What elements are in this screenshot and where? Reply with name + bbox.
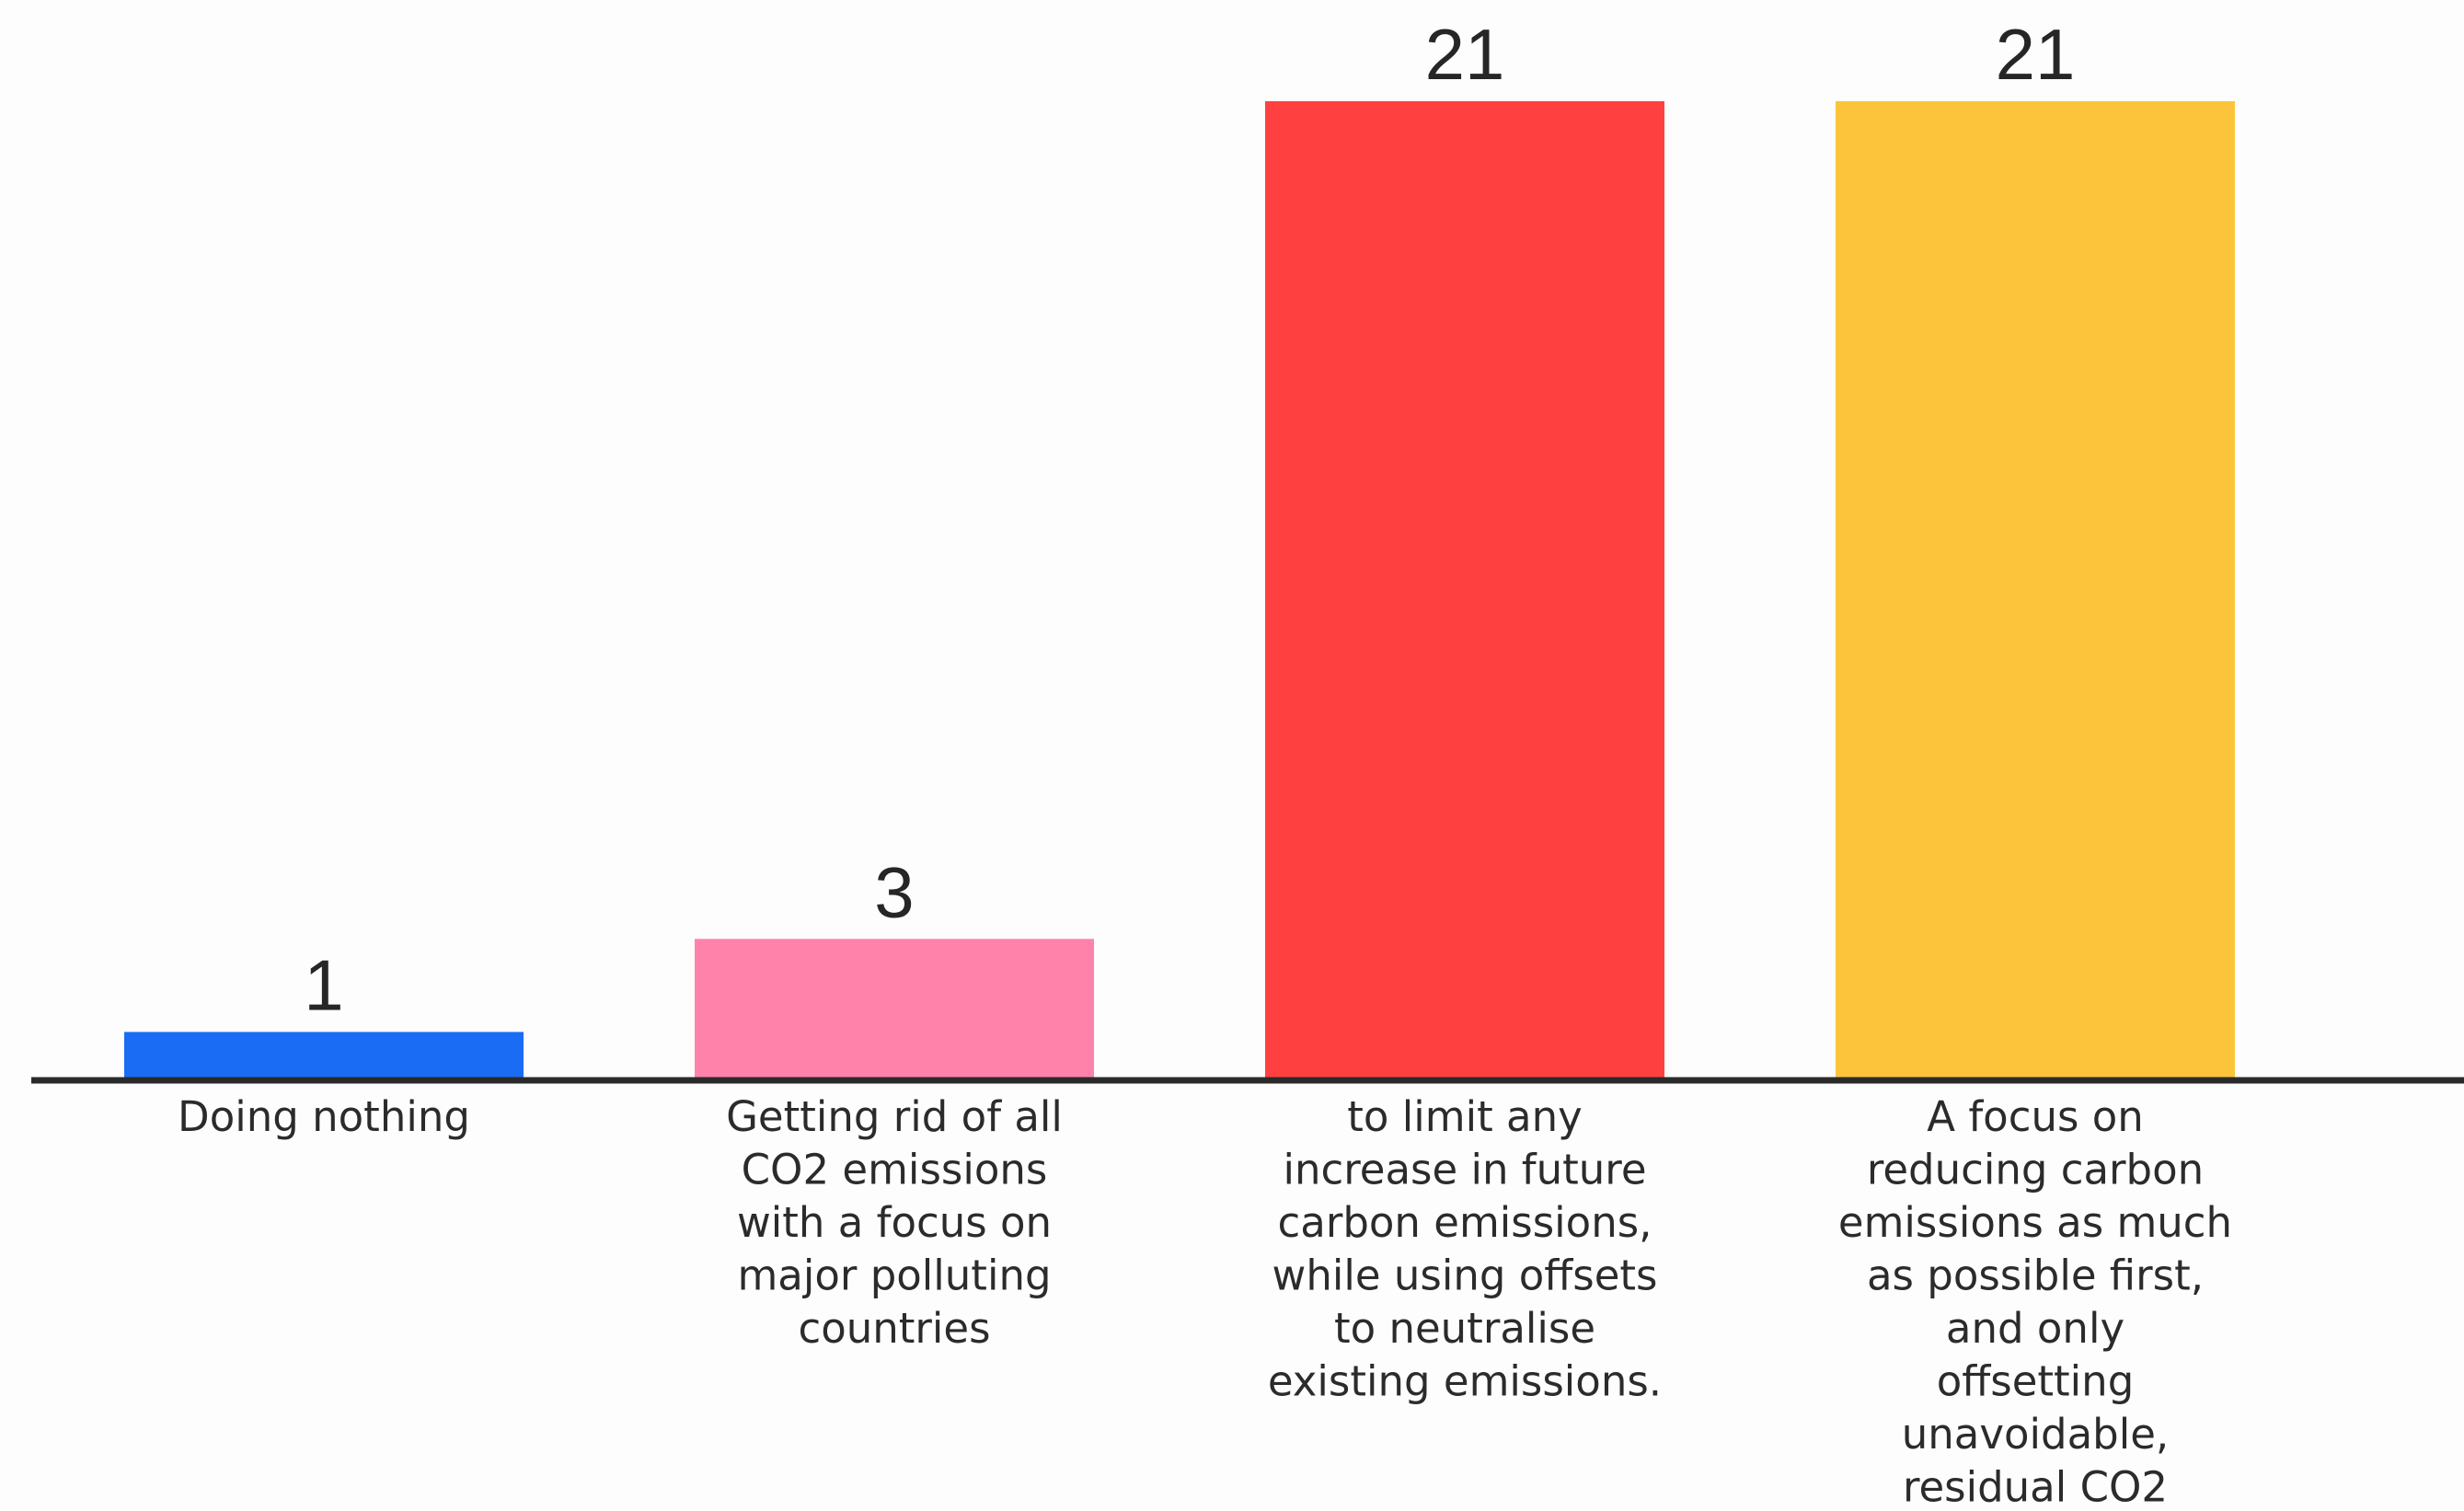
bar-4 [1836, 101, 2235, 1078]
bars-layer [124, 101, 2235, 1078]
category-labels-layer: Doing nothing Getting rid of all CO2 emiss… [178, 1092, 2232, 1511]
value-label-3: 21 [1425, 14, 1505, 95]
bar-3 [1265, 101, 1664, 1078]
value-label-2: 3 [874, 851, 914, 932]
category-label-1: Doing nothing [178, 1092, 470, 1141]
value-label-1: 1 [304, 944, 343, 1025]
category-label-2: Getting rid of all CO2 emissions with a fo… [726, 1092, 1063, 1353]
category-label-3: to limit any increase in future carbon emi… [1268, 1092, 1662, 1406]
value-labels-layer: 1 3 21 21 [304, 14, 2075, 1025]
value-label-4: 21 [1996, 14, 2076, 95]
category-label-4: A focus on reducing carbon emissions as mu… [1838, 1092, 2232, 1511]
bar-2 [695, 939, 1094, 1078]
bar-1 [124, 1032, 524, 1078]
